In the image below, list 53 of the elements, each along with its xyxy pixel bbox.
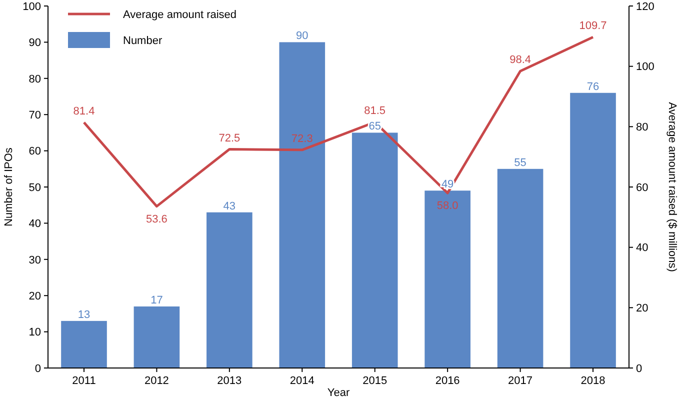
x-tick-label: 2016	[435, 375, 460, 387]
y2-tick-label: 0	[636, 362, 642, 375]
y2-tick-label: 120	[636, 0, 654, 13]
x-tick-label: 2012	[144, 375, 169, 387]
bar	[61, 320, 107, 368]
data-label: 53.6	[146, 213, 168, 226]
y-tick-label: 0	[34, 362, 41, 375]
bar	[279, 42, 326, 368]
bar	[134, 306, 180, 368]
data-label: 90	[296, 30, 308, 42]
y-tick-label: 20	[28, 290, 41, 302]
x-tick-label: 2015	[362, 375, 388, 387]
y2-axis-title: Average amount raised ($ millions)	[666, 102, 678, 272]
data-label: 76	[586, 80, 600, 93]
data-label: 81.4	[73, 105, 95, 118]
bar	[424, 190, 470, 368]
bar	[570, 92, 616, 368]
y2-tick-label: 100	[636, 61, 654, 74]
data-label: 43	[223, 200, 236, 212]
data-label: 58.0	[436, 200, 458, 212]
x-tick-label: 2013	[217, 375, 242, 387]
y2-tick-label: 80	[636, 122, 648, 134]
bar	[497, 168, 544, 368]
x-tick-label: 2011	[72, 375, 96, 387]
y2-tick-label: 20	[636, 302, 648, 315]
legend-label: Average amount raised	[123, 8, 237, 21]
bar	[206, 212, 252, 368]
data-label: 81.5	[364, 105, 386, 118]
y2-tick-label: 60	[636, 182, 648, 194]
data-label: 13	[78, 308, 90, 321]
y-tick-label: 10	[28, 326, 41, 339]
bar	[352, 132, 398, 368]
y-tick-label: 50	[28, 182, 41, 194]
y-tick-label: 60	[28, 146, 41, 158]
data-label: 55	[514, 156, 526, 169]
x-tick-label: 2017	[508, 375, 533, 387]
data-label: 17	[150, 294, 163, 306]
x-tick-label: 2018	[580, 375, 606, 387]
y-axis-title: Number of IPOs	[3, 147, 15, 226]
data-label: 109.7	[579, 20, 607, 32]
legend-label: Number	[123, 34, 162, 47]
y-tick-label: 40	[28, 218, 41, 230]
x-tick-label: 2014	[290, 375, 314, 387]
y-tick-label: 30	[28, 254, 41, 266]
x-axis-title: Year	[327, 387, 350, 398]
data-label: 72.5	[218, 132, 240, 144]
data-label: 98.4	[510, 54, 531, 66]
y2-tick-label: 40	[636, 242, 648, 254]
y-tick-label: 100	[22, 0, 41, 13]
y-tick-label: 70	[28, 109, 41, 122]
y-tick-label: 80	[28, 73, 41, 86]
y-tick-label: 90	[28, 37, 41, 50]
data-label: 72.3	[291, 132, 313, 145]
